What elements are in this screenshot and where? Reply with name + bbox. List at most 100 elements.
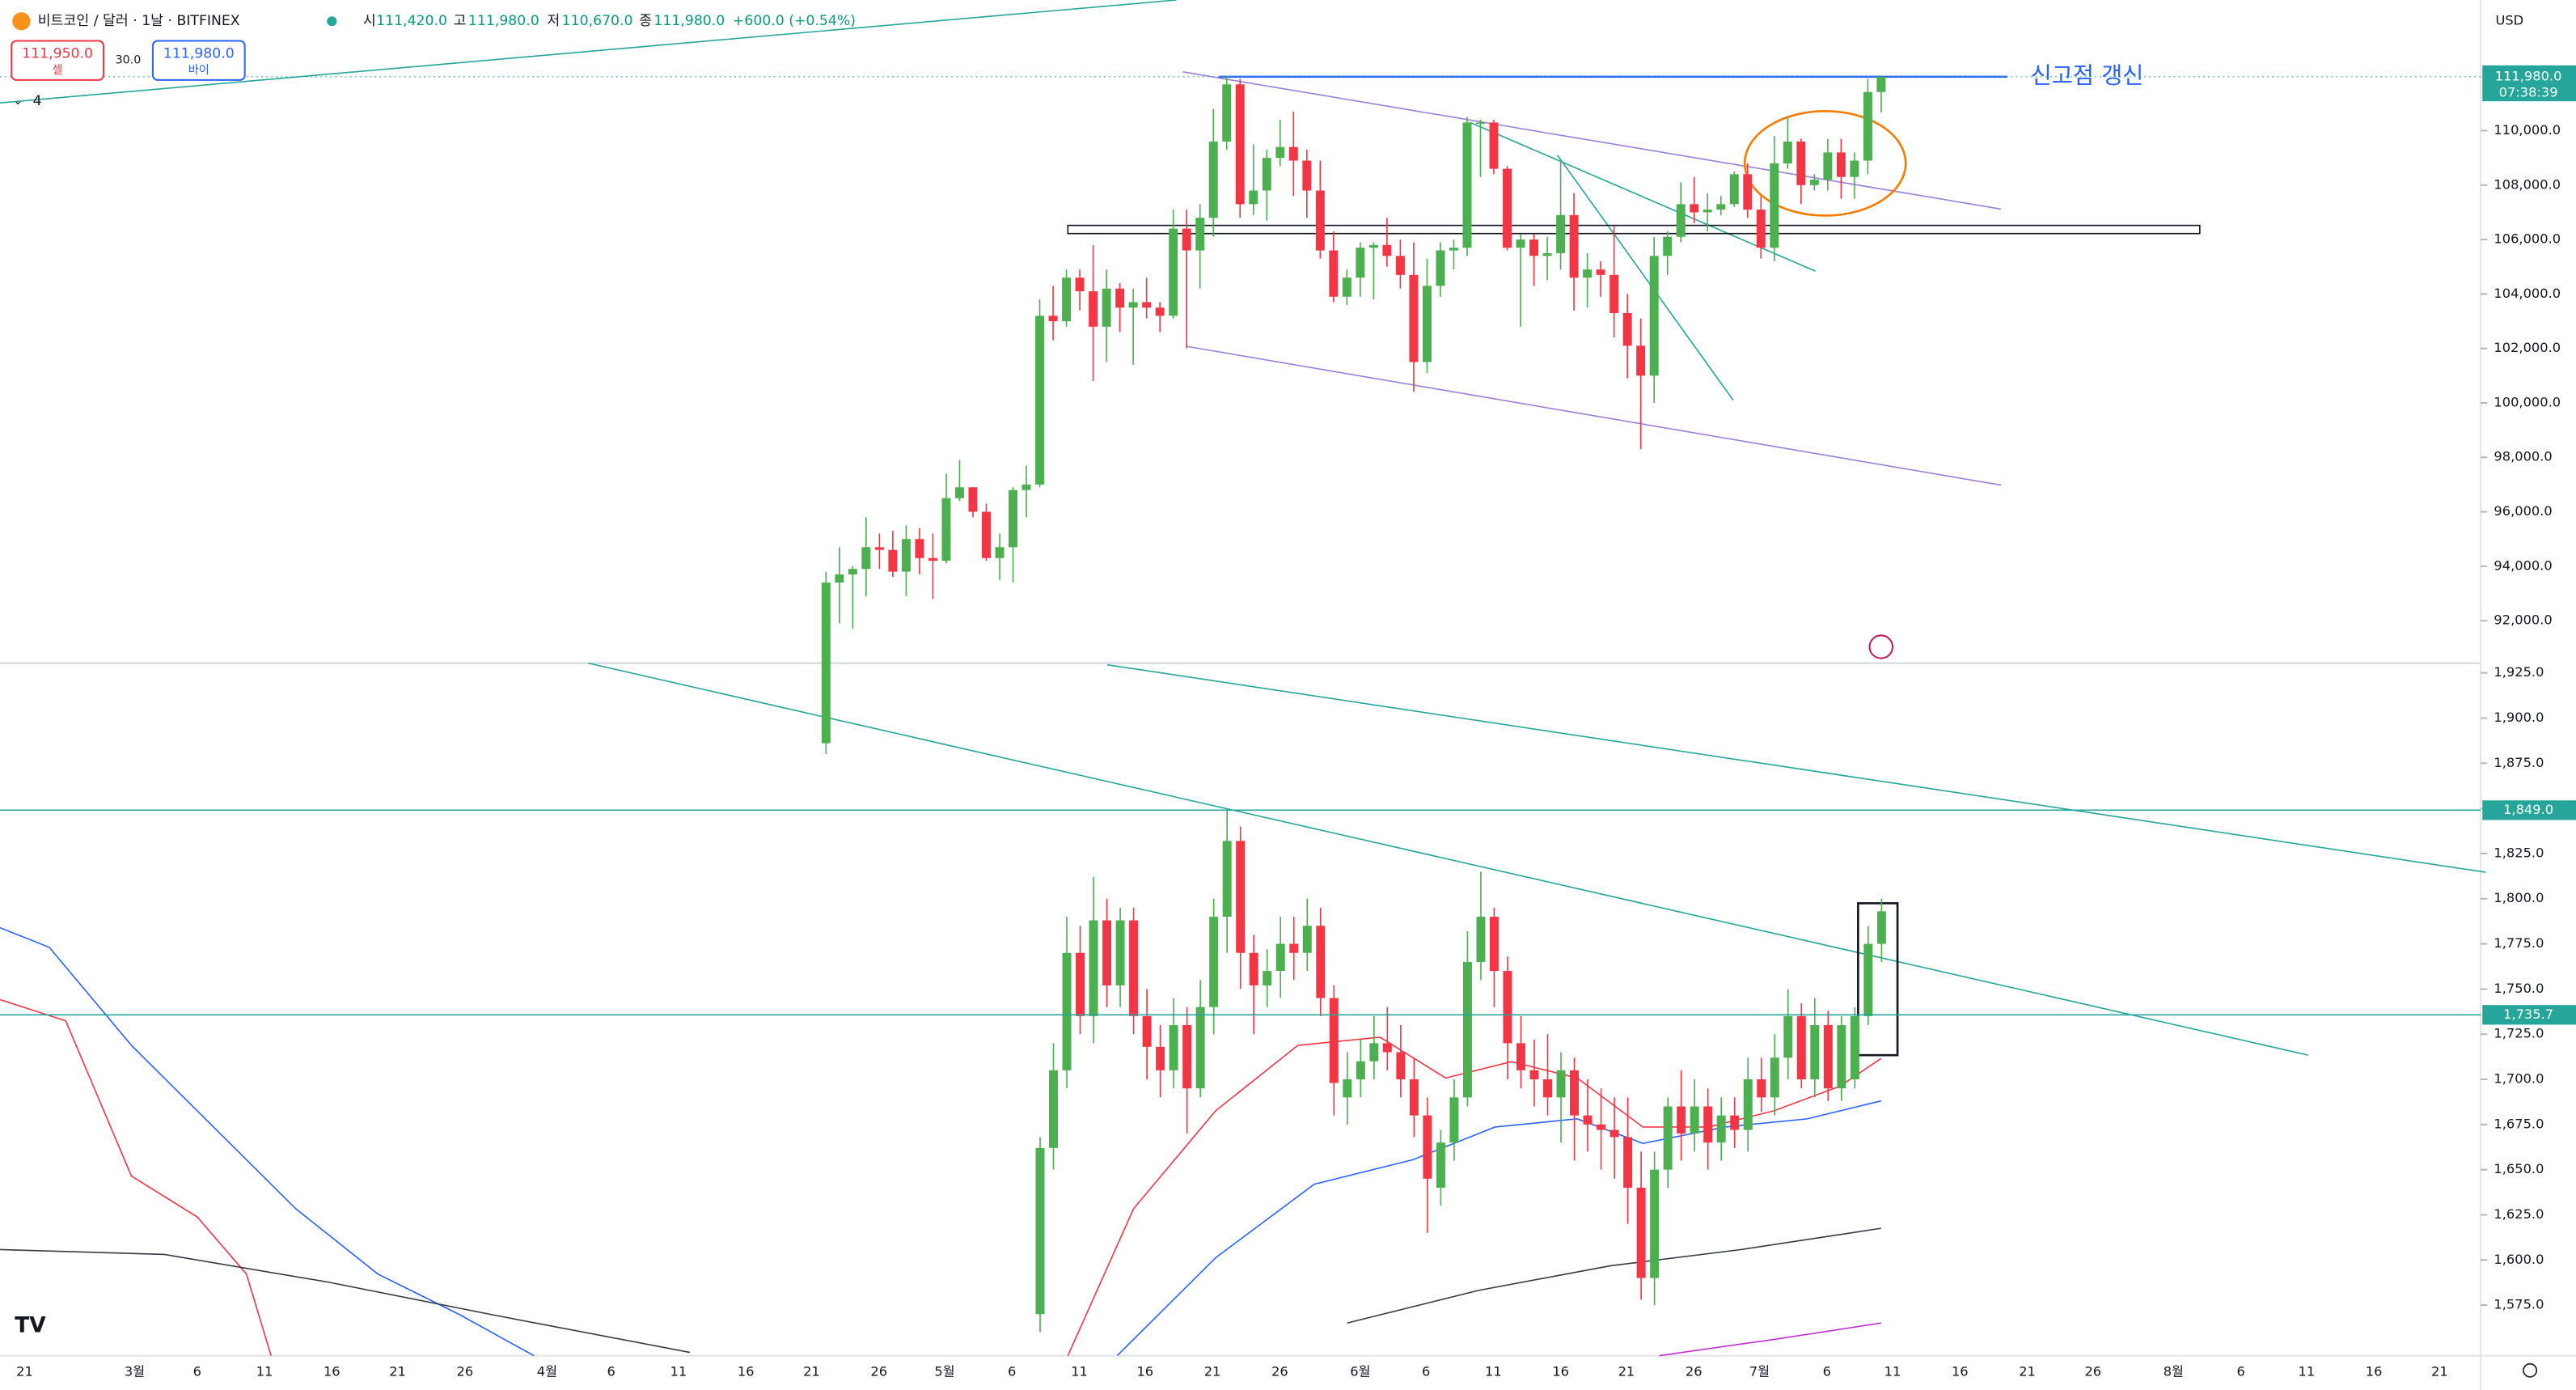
ohlc-change: +600.0 (+0.54%) bbox=[733, 13, 856, 29]
candle-body bbox=[1583, 1115, 1593, 1125]
candle-body bbox=[874, 547, 884, 550]
candle-body bbox=[1035, 316, 1045, 485]
candle-body bbox=[1382, 1043, 1392, 1053]
x-tick-label: 11 bbox=[1071, 1363, 1088, 1379]
candle-body bbox=[1436, 250, 1445, 286]
candle-body bbox=[1449, 1097, 1459, 1143]
candle-body bbox=[995, 547, 1005, 558]
x-tick-label: 16 bbox=[1952, 1363, 1969, 1379]
candle-body bbox=[941, 498, 951, 562]
x-tick-label: 26 bbox=[870, 1363, 887, 1379]
highlight-ellipse bbox=[1743, 109, 1907, 217]
alert-icon[interactable] bbox=[1868, 634, 1894, 659]
moving-average bbox=[1659, 1322, 1881, 1357]
ohlc-label: 고 bbox=[454, 13, 467, 29]
y-tick-label: 1,775.0 bbox=[2494, 935, 2544, 951]
sell-button[interactable] bbox=[11, 40, 104, 81]
candle-body bbox=[1049, 1070, 1058, 1148]
candle-body bbox=[1770, 163, 1779, 248]
sell-label[interactable]: 셀 bbox=[53, 64, 63, 77]
candle-body bbox=[1449, 248, 1458, 251]
y-tick-label: 98,000.0 bbox=[2494, 449, 2552, 464]
x-tick-label: 16 bbox=[1552, 1363, 1569, 1379]
candle-body bbox=[1076, 952, 1085, 1016]
settings-icon[interactable] bbox=[2523, 1362, 2538, 1378]
candle-body bbox=[1022, 484, 1031, 490]
candle-body bbox=[968, 487, 978, 512]
candle-body bbox=[1462, 122, 1472, 248]
trend-line bbox=[0, 0, 1177, 104]
candle-body bbox=[1850, 160, 1859, 177]
candle-body bbox=[1182, 228, 1191, 251]
ohlc-label: 저 bbox=[547, 13, 560, 29]
currency[interactable]: USD bbox=[2495, 13, 2523, 28]
y-tick-label: 1,600.0 bbox=[2494, 1252, 2544, 1267]
candle-body bbox=[1703, 1106, 1713, 1143]
candle-body bbox=[1316, 926, 1326, 998]
indicator-count[interactable]: 4 bbox=[33, 93, 42, 109]
candle-body bbox=[1315, 190, 1325, 251]
y-tick-label: 96,000.0 bbox=[2494, 503, 2552, 519]
candle-body bbox=[1729, 174, 1739, 205]
candle-body bbox=[1302, 160, 1312, 191]
candle-body bbox=[1156, 1046, 1165, 1070]
candle-body bbox=[1676, 204, 1686, 237]
level-tag bbox=[2482, 800, 2576, 820]
candle-body bbox=[1622, 312, 1632, 346]
level-tag-label: 1,849.0 bbox=[2503, 802, 2553, 817]
candle-body bbox=[1850, 1015, 1859, 1080]
candle-body bbox=[1075, 278, 1085, 292]
sell-price[interactable]: 111,950.0 bbox=[22, 46, 93, 62]
candle-body bbox=[1636, 345, 1646, 376]
x-tick-label: 6월 bbox=[1350, 1363, 1370, 1379]
x-tick-label: 6 bbox=[2236, 1363, 2244, 1379]
candle-body bbox=[1395, 256, 1405, 275]
candle-body bbox=[1636, 1187, 1646, 1278]
candle-body bbox=[1195, 218, 1205, 251]
candle-body bbox=[1529, 239, 1539, 256]
x-tick-label: 6 bbox=[1823, 1363, 1831, 1379]
candle-body bbox=[1823, 1025, 1833, 1089]
candle-body bbox=[1263, 971, 1272, 985]
x-tick-label: 21 bbox=[1204, 1363, 1221, 1379]
buy-label[interactable]: 바이 bbox=[188, 64, 209, 77]
trend-line bbox=[588, 662, 2309, 1056]
candle-body bbox=[1102, 288, 1111, 327]
candle-body bbox=[1409, 1079, 1419, 1116]
drawings bbox=[0, 0, 2486, 1357]
collapse-arrow[interactable]: ⌄ bbox=[13, 95, 23, 108]
candle-body bbox=[1222, 84, 1232, 142]
candle-body bbox=[1382, 244, 1392, 256]
candle-body bbox=[1289, 943, 1299, 953]
ohlc-label: 종 bbox=[639, 13, 652, 29]
x-tick-label: 6 bbox=[607, 1363, 615, 1379]
candle-body bbox=[1609, 274, 1619, 313]
candle-body bbox=[1837, 1025, 1846, 1089]
candle-body bbox=[1142, 1015, 1152, 1047]
candle-body bbox=[1009, 489, 1017, 548]
candle-body bbox=[1503, 971, 1512, 1044]
candle-body bbox=[954, 487, 964, 498]
x-tick-label: 11 bbox=[2299, 1363, 2316, 1379]
buy-price[interactable]: 111,980.0 bbox=[163, 46, 235, 62]
candle-body bbox=[1743, 174, 1753, 210]
buy-button[interactable] bbox=[151, 40, 246, 81]
candle-body bbox=[1623, 1137, 1633, 1188]
candle-body bbox=[1342, 278, 1351, 297]
candle-body bbox=[1368, 244, 1378, 248]
y-tick-label: 92,000.0 bbox=[2494, 612, 2552, 628]
candle-body bbox=[1329, 250, 1339, 297]
candle-body bbox=[1329, 998, 1339, 1083]
y-tick-label: 1,700.0 bbox=[2494, 1071, 2544, 1087]
y-tick-label: 1,825.0 bbox=[2494, 845, 2544, 860]
candle-body bbox=[1236, 841, 1246, 953]
candle-body bbox=[1569, 214, 1579, 278]
candle-body bbox=[1583, 269, 1593, 278]
y-tick-label: 1,750.0 bbox=[2494, 981, 2544, 996]
x-tick-label: 11 bbox=[1485, 1363, 1502, 1379]
y-tick-label: 100,000.0 bbox=[2494, 395, 2561, 410]
candle-body bbox=[901, 539, 911, 572]
x-tick-label: 21 bbox=[389, 1363, 406, 1379]
